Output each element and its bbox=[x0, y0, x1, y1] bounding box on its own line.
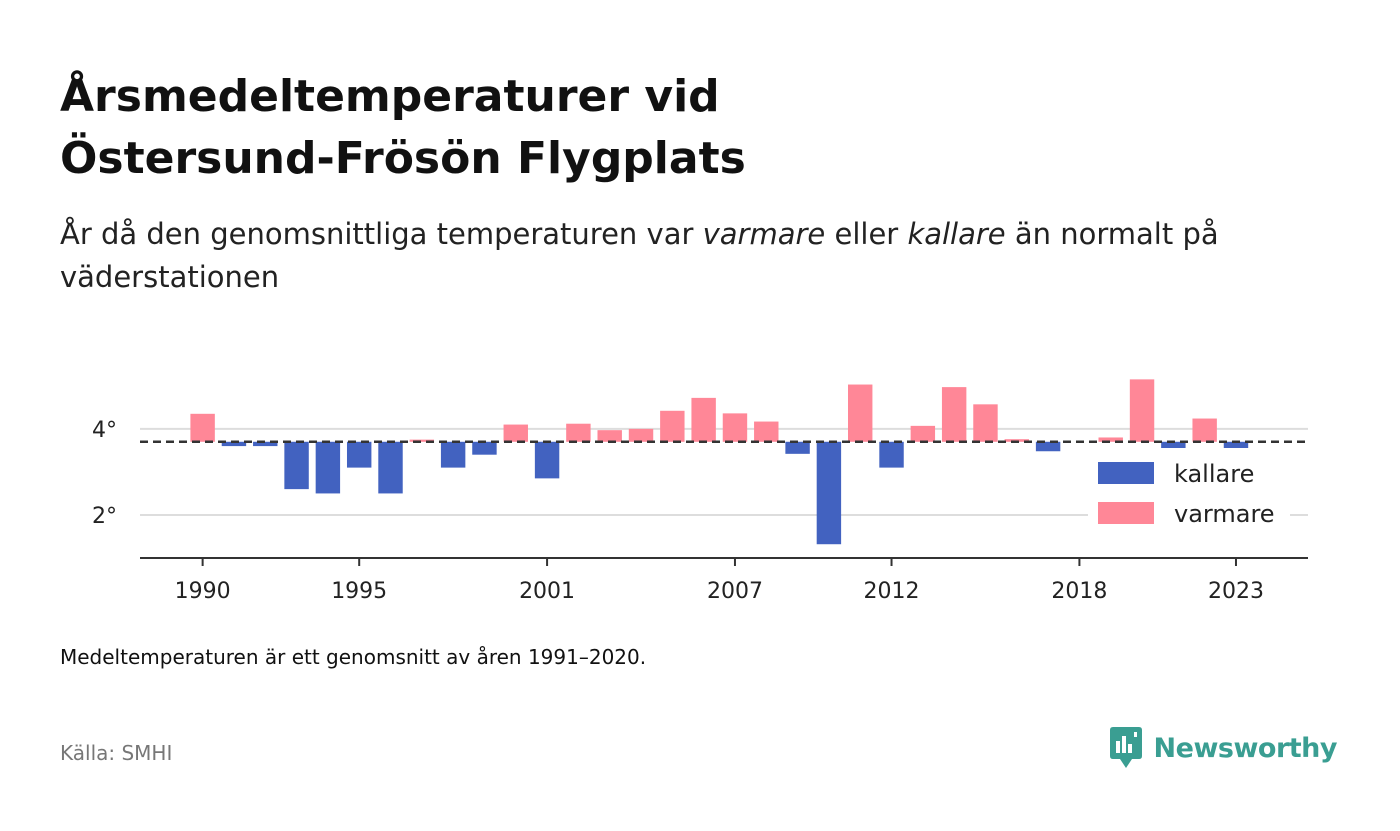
bar-series bbox=[190, 379, 1249, 545]
bar-varmare bbox=[503, 424, 528, 442]
bar-kallare bbox=[378, 441, 403, 494]
chart-title: Årsmedeltemperaturer vid Östersund-Frösö… bbox=[60, 66, 960, 190]
bar-varmare bbox=[1098, 437, 1123, 442]
y-tick-label: 2° bbox=[92, 504, 117, 529]
bar-kallare bbox=[315, 441, 341, 494]
bar-varmare bbox=[848, 384, 873, 442]
temperature-bar-chart: 2° 4° 1990 1995 2001 2007 2012 2018 2023 kallar… bbox=[92, 379, 1308, 604]
bar-kallare bbox=[440, 441, 466, 468]
bar-varmare bbox=[754, 421, 779, 442]
subtitle-text-1: År då den genomsnittliga temperaturen va… bbox=[60, 217, 703, 251]
grid-lines: 2° 4° bbox=[92, 418, 1308, 529]
bar-varmare bbox=[628, 428, 654, 442]
bar-kallare bbox=[472, 441, 497, 455]
bar-kallare bbox=[221, 441, 247, 447]
bar-varmare bbox=[190, 413, 215, 442]
bar-varmare bbox=[941, 387, 967, 442]
bar-varmare bbox=[910, 425, 936, 442]
x-tick-label: 1990 bbox=[175, 579, 231, 604]
bar-varmare bbox=[597, 430, 622, 442]
x-tick-label: 2007 bbox=[707, 579, 763, 604]
bar-varmare bbox=[660, 410, 685, 442]
newsworthy-brand: Newsworthy bbox=[1108, 726, 1338, 770]
bar-varmare bbox=[1004, 439, 1029, 442]
bar-varmare bbox=[691, 397, 716, 442]
x-tick-label: 2023 bbox=[1208, 579, 1264, 604]
subtitle-text-3: än normalt på väderstationen bbox=[60, 217, 1219, 294]
bar-varmare bbox=[1129, 379, 1155, 442]
bar-varmare bbox=[1192, 418, 1217, 442]
x-tick-label: 2018 bbox=[1051, 579, 1107, 604]
bar-kallare bbox=[1035, 441, 1061, 452]
bar-kallare bbox=[879, 441, 904, 468]
chart-source: Källa: SMHI bbox=[60, 741, 172, 765]
bar-varmare bbox=[722, 413, 748, 442]
legend-label-varmare: varmare bbox=[1174, 500, 1275, 528]
chart-note: Medeltemperaturen är ett genomsnitt av å… bbox=[60, 645, 647, 669]
chart-title-line-2: Östersund-Frösön Flygplats bbox=[60, 133, 746, 184]
subtitle-emphasis-kallare: kallare bbox=[907, 217, 1006, 251]
x-axis: 1990 1995 2001 2007 2012 2018 2023 bbox=[140, 557, 1308, 604]
source-label: Källa: SMHI bbox=[60, 741, 173, 765]
subtitle-emphasis-varmare: varmare bbox=[702, 217, 826, 251]
bar-varmare bbox=[409, 439, 435, 442]
legend-swatch-varmare bbox=[1098, 502, 1154, 524]
y-tick-label: 4° bbox=[92, 418, 117, 443]
bar-kallare bbox=[253, 441, 278, 447]
bar-kallare bbox=[284, 441, 309, 490]
legend-label-kallare: kallare bbox=[1174, 460, 1254, 488]
legend-swatch-kallare bbox=[1098, 462, 1154, 484]
bar-kallare bbox=[1161, 441, 1186, 451]
chart-title-line-1: Årsmedeltemperaturer vid bbox=[60, 71, 720, 122]
brand-name: Newsworthy bbox=[1153, 732, 1338, 764]
bar-varmare bbox=[973, 404, 998, 442]
bar-kallare bbox=[534, 441, 560, 479]
x-tick-label: 2001 bbox=[519, 579, 575, 604]
x-tick-label: 2012 bbox=[864, 579, 920, 604]
chart-legend: kallare varmare bbox=[1088, 448, 1290, 540]
bar-kallare bbox=[816, 441, 842, 545]
x-tick-label: 1995 bbox=[331, 579, 387, 604]
subtitle-text-2: eller bbox=[825, 217, 908, 251]
bar-kallare bbox=[346, 441, 372, 468]
bar-varmare bbox=[566, 423, 591, 442]
bar-kallare bbox=[1223, 441, 1249, 451]
bar-kallare bbox=[785, 441, 810, 454]
newsworthy-logo-icon bbox=[1109, 727, 1142, 768]
chart-subtitle: År då den genomsnittliga temperaturen va… bbox=[60, 213, 1350, 299]
